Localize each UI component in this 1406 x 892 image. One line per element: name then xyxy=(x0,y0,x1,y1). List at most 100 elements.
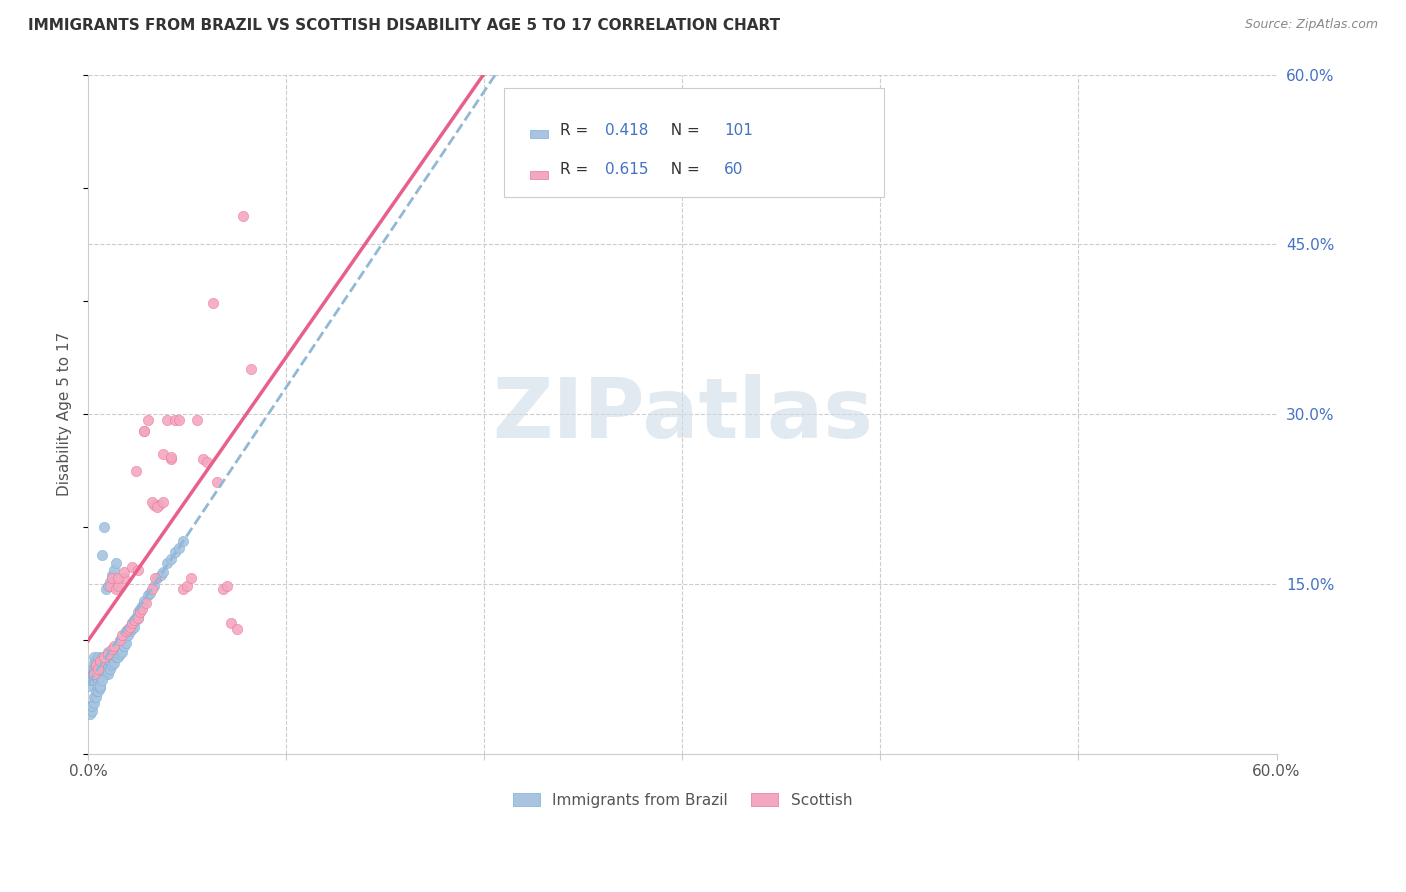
Point xyxy=(165,545,187,559)
Point xyxy=(108,639,131,653)
Point xyxy=(128,605,150,619)
Point xyxy=(152,447,174,461)
Point xyxy=(122,620,145,634)
Point xyxy=(180,571,202,585)
Point xyxy=(107,650,129,665)
Point xyxy=(79,698,101,713)
Point xyxy=(125,613,148,627)
Point xyxy=(117,628,139,642)
Text: 0.418: 0.418 xyxy=(605,122,648,137)
Text: ZIPatlas: ZIPatlas xyxy=(492,374,873,455)
FancyBboxPatch shape xyxy=(505,88,884,197)
Point xyxy=(111,628,134,642)
Point xyxy=(104,582,127,597)
Point xyxy=(103,639,125,653)
Point xyxy=(127,611,149,625)
Point xyxy=(128,601,150,615)
Legend: Immigrants from Brazil, Scottish: Immigrants from Brazil, Scottish xyxy=(506,787,858,814)
Point xyxy=(150,567,173,582)
Point xyxy=(191,452,214,467)
Point xyxy=(146,500,169,514)
Point xyxy=(83,665,105,679)
Point xyxy=(152,566,174,580)
Point xyxy=(239,361,262,376)
Point xyxy=(84,658,107,673)
Point xyxy=(146,571,169,585)
Point xyxy=(127,605,149,619)
Point xyxy=(84,684,107,698)
Point xyxy=(108,633,131,648)
Point xyxy=(112,566,135,580)
Point xyxy=(82,662,104,676)
Point xyxy=(101,650,124,665)
Point xyxy=(127,563,149,577)
Point xyxy=(205,475,228,489)
Point xyxy=(112,633,135,648)
Point xyxy=(101,567,124,582)
Point xyxy=(118,624,141,639)
Point xyxy=(87,650,110,665)
Point xyxy=(97,667,120,681)
Point xyxy=(136,588,159,602)
Text: IMMIGRANTS FROM BRAZIL VS SCOTTISH DISABILITY AGE 5 TO 17 CORRELATION CHART: IMMIGRANTS FROM BRAZIL VS SCOTTISH DISAB… xyxy=(28,18,780,33)
Point xyxy=(167,541,190,555)
Point xyxy=(215,579,238,593)
Point xyxy=(112,639,135,653)
Point xyxy=(84,658,107,673)
Point xyxy=(91,673,114,687)
Point xyxy=(142,498,165,512)
Point xyxy=(117,622,139,636)
Point xyxy=(83,696,105,710)
Point xyxy=(219,616,242,631)
Point xyxy=(77,679,100,693)
Point xyxy=(232,209,254,223)
Point xyxy=(121,622,143,636)
Point xyxy=(108,647,131,661)
Point xyxy=(98,574,121,589)
Point xyxy=(160,450,183,464)
Point xyxy=(84,665,107,679)
Point xyxy=(112,571,135,585)
Point xyxy=(172,533,194,548)
Point xyxy=(89,679,111,693)
Point xyxy=(98,662,121,676)
Point xyxy=(167,412,190,426)
Point xyxy=(83,667,105,681)
Point xyxy=(101,658,124,673)
Point xyxy=(114,624,136,639)
Point xyxy=(136,412,159,426)
Point xyxy=(93,658,115,673)
Point xyxy=(98,654,121,668)
Point xyxy=(121,616,143,631)
Point xyxy=(84,654,107,668)
Point xyxy=(160,452,183,467)
Point xyxy=(107,571,129,585)
Point xyxy=(91,662,114,676)
Point xyxy=(135,596,157,610)
Point xyxy=(132,593,155,607)
Point xyxy=(156,557,179,571)
Point xyxy=(122,613,145,627)
Text: 0.615: 0.615 xyxy=(605,161,648,177)
FancyBboxPatch shape xyxy=(530,171,548,178)
Point xyxy=(156,412,179,426)
Point xyxy=(103,563,125,577)
Point xyxy=(132,424,155,438)
Point xyxy=(83,673,105,687)
Point xyxy=(97,652,120,666)
Point xyxy=(97,579,120,593)
Point xyxy=(87,684,110,698)
Point xyxy=(103,647,125,661)
FancyBboxPatch shape xyxy=(530,130,548,137)
Point xyxy=(93,650,115,665)
Point xyxy=(83,662,105,676)
Point xyxy=(131,599,153,614)
Point xyxy=(225,622,247,636)
Point xyxy=(121,559,143,574)
Point xyxy=(146,498,169,512)
Point xyxy=(91,667,114,681)
Text: N =: N = xyxy=(661,122,704,137)
Point xyxy=(84,669,107,683)
Point xyxy=(138,586,160,600)
Point xyxy=(101,571,124,585)
